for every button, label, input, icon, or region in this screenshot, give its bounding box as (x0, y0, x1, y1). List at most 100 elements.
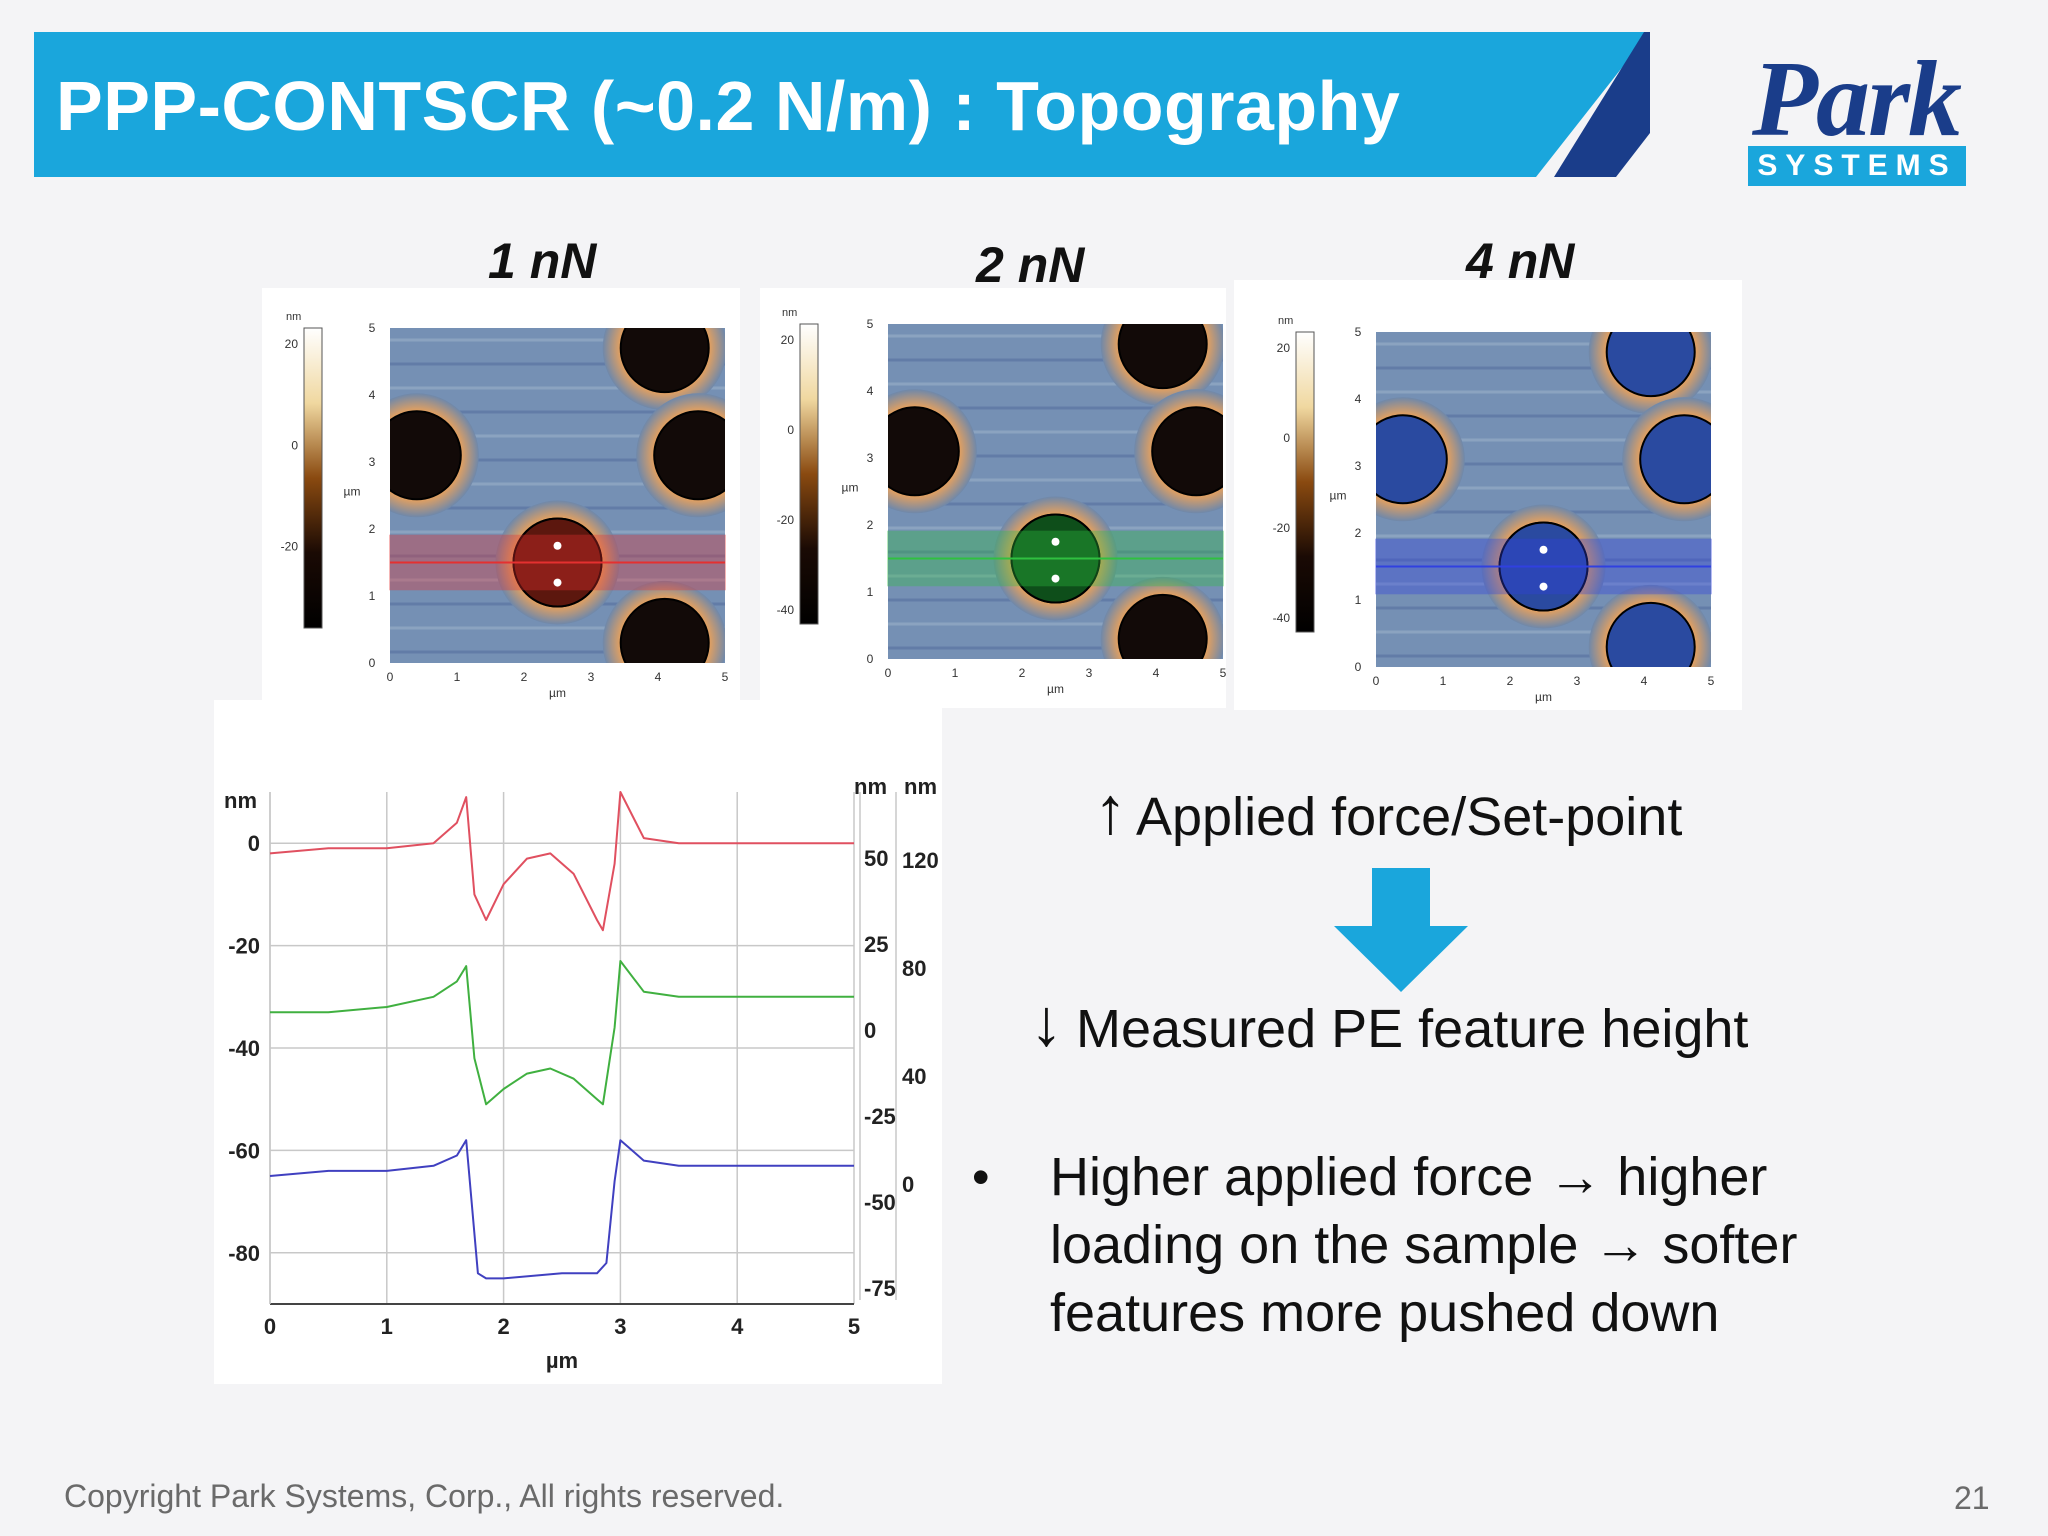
profile-right-tick-1: -25 (864, 1104, 896, 1129)
afm-colorbar-unit: nm (1278, 315, 1293, 327)
afm-colorbar (303, 327, 323, 629)
statement-applied-force: Applied force/Set-point (1136, 787, 1683, 847)
profile-series-3 (269, 1139, 854, 1280)
page-number: 21 (1954, 1480, 1990, 1516)
afm-x-tick: 1 (1440, 674, 1447, 688)
profile-x-tick: 4 (731, 1314, 744, 1339)
down-arrow-small-icon: ↓ (1030, 985, 1063, 1059)
force-label-2: 2 nN (976, 237, 1085, 293)
profile-x-label: µm (546, 1348, 578, 1373)
footer-copyright: Copyright Park Systems, Corp., All right… (64, 1478, 785, 1514)
afm-y-tick: 2 (1355, 526, 1362, 540)
profile-x-tick: 2 (497, 1314, 509, 1339)
afm-colorbar-tick: -20 (1273, 521, 1291, 535)
afm-x-tick: 4 (655, 670, 662, 684)
afm-feature (1117, 324, 1208, 390)
afm-colorbar-tick: -20 (777, 513, 795, 527)
afm-marker (1051, 574, 1060, 583)
height-profile-chart: 0 1 2 3 4 5 0 -20 -40 -60 -80 nm µm nm nm 50 25 0 -25 -50 -7… (214, 700, 942, 1384)
afm-x-tick: 2 (1507, 674, 1514, 688)
profile-right-tick-1: 0 (864, 1018, 876, 1043)
afm-x-tick: 5 (1708, 674, 1715, 688)
afm-colorbar-unit: nm (286, 311, 301, 323)
afm-x-tick: 0 (885, 666, 892, 680)
profile-series-2 (270, 960, 854, 1106)
profile-x-tick: 1 (381, 1314, 393, 1339)
profile-y-tick: -80 (228, 1241, 260, 1266)
afm-image-2: nm 20 0 -20 -40 0 0 1 1 2 2 3 3 4 4 5 5 µm µm (760, 288, 1227, 708)
afm-x-axis-label: µm (1047, 682, 1064, 696)
afm-y-axis-label: µm (1330, 489, 1347, 503)
profile-right-tick-1: 50 (864, 846, 888, 871)
profile-right-label-1: nm (854, 774, 887, 799)
afm-x-tick: 0 (1373, 674, 1380, 688)
afm-y-tick: 1 (867, 585, 874, 599)
afm-x-tick: 2 (521, 670, 528, 684)
afm-colorbar (799, 323, 819, 625)
afm-feature (390, 410, 462, 501)
profile-right-label-2: nm (904, 774, 937, 799)
afm-y-tick: 1 (1355, 593, 1362, 607)
afm-y-tick: 5 (867, 317, 874, 331)
profile-y-tick: -60 (228, 1138, 260, 1163)
afm-y-tick: 2 (369, 522, 376, 536)
afm-colorbar-tick: -20 (281, 540, 299, 554)
afm-x-tick: 5 (1220, 666, 1226, 680)
afm-x-tick: 3 (588, 670, 595, 684)
bullet-icon: • (972, 1149, 990, 1205)
force-label-3: 4 nN (1466, 233, 1575, 289)
profile-right-tick-1: -50 (864, 1190, 896, 1215)
park-logo-tagline: SYSTEMS (1748, 146, 1966, 186)
profile-y-tick: -20 (228, 934, 260, 959)
afm-y-tick: 5 (369, 321, 376, 335)
afm-x-tick: 5 (722, 670, 729, 684)
profile-right-tick-1: -75 (864, 1276, 896, 1301)
afm-y-tick: 2 (867, 518, 874, 532)
afm-x-tick: 2 (1019, 666, 1026, 680)
afm-feature (1117, 593, 1208, 659)
afm-marker (553, 541, 562, 550)
afm-y-tick: 1 (369, 589, 376, 603)
profile-right-tick-2: 80 (902, 956, 926, 981)
profile-x-tick: 0 (264, 1314, 276, 1339)
afm-colorbar-tick: -40 (777, 603, 795, 617)
afm-colorbar-tick: 0 (1283, 431, 1290, 445)
afm-x-tick: 0 (387, 670, 394, 684)
afm-y-tick: 3 (867, 451, 874, 465)
afm-x-tick: 1 (952, 666, 959, 680)
statement-measured-height: Measured PE feature height (1076, 999, 1749, 1059)
title-banner-shape (34, 32, 1650, 177)
afm-x-tick: 3 (1574, 674, 1581, 688)
afm-x-tick: 4 (1641, 674, 1648, 688)
afm-feature (1605, 332, 1696, 398)
down-arrow-icon (1334, 868, 1468, 992)
afm-feature (1605, 601, 1696, 667)
afm-x-axis-label: µm (1535, 690, 1552, 704)
afm-colorbar (1295, 331, 1315, 633)
afm-feature (653, 410, 725, 501)
profile-x-tick: 5 (848, 1314, 860, 1339)
afm-image-1: nm 20 0 -20 0 0 1 1 2 2 3 3 4 4 5 5 µm µm (262, 288, 740, 708)
afm-marker (1539, 582, 1548, 591)
afm-x-axis-label: µm (549, 686, 566, 700)
afm-y-tick: 0 (1355, 660, 1362, 674)
afm-colorbar-tick: 20 (285, 337, 299, 351)
profile-series-1 (269, 791, 854, 932)
park-logo-text: Park (1752, 40, 1962, 159)
afm-colorbar-unit: nm (782, 307, 797, 319)
bullet-line-3: features more pushed down (1050, 1283, 1720, 1343)
profile-right-tick-1: 25 (864, 932, 888, 957)
force-label-1: 1 nN (488, 233, 597, 289)
afm-feature (888, 406, 960, 497)
profile-y-tick: -40 (228, 1036, 260, 1061)
profile-y-label: nm (224, 788, 257, 813)
afm-y-tick: 4 (369, 388, 376, 402)
afm-y-tick: 4 (867, 384, 874, 398)
afm-colorbar-tick: 0 (291, 438, 298, 452)
profile-right-tick-2: 120 (902, 848, 939, 873)
afm-y-tick: 4 (1355, 392, 1362, 406)
afm-feature (619, 328, 710, 394)
afm-colorbar-tick: 20 (781, 333, 795, 347)
